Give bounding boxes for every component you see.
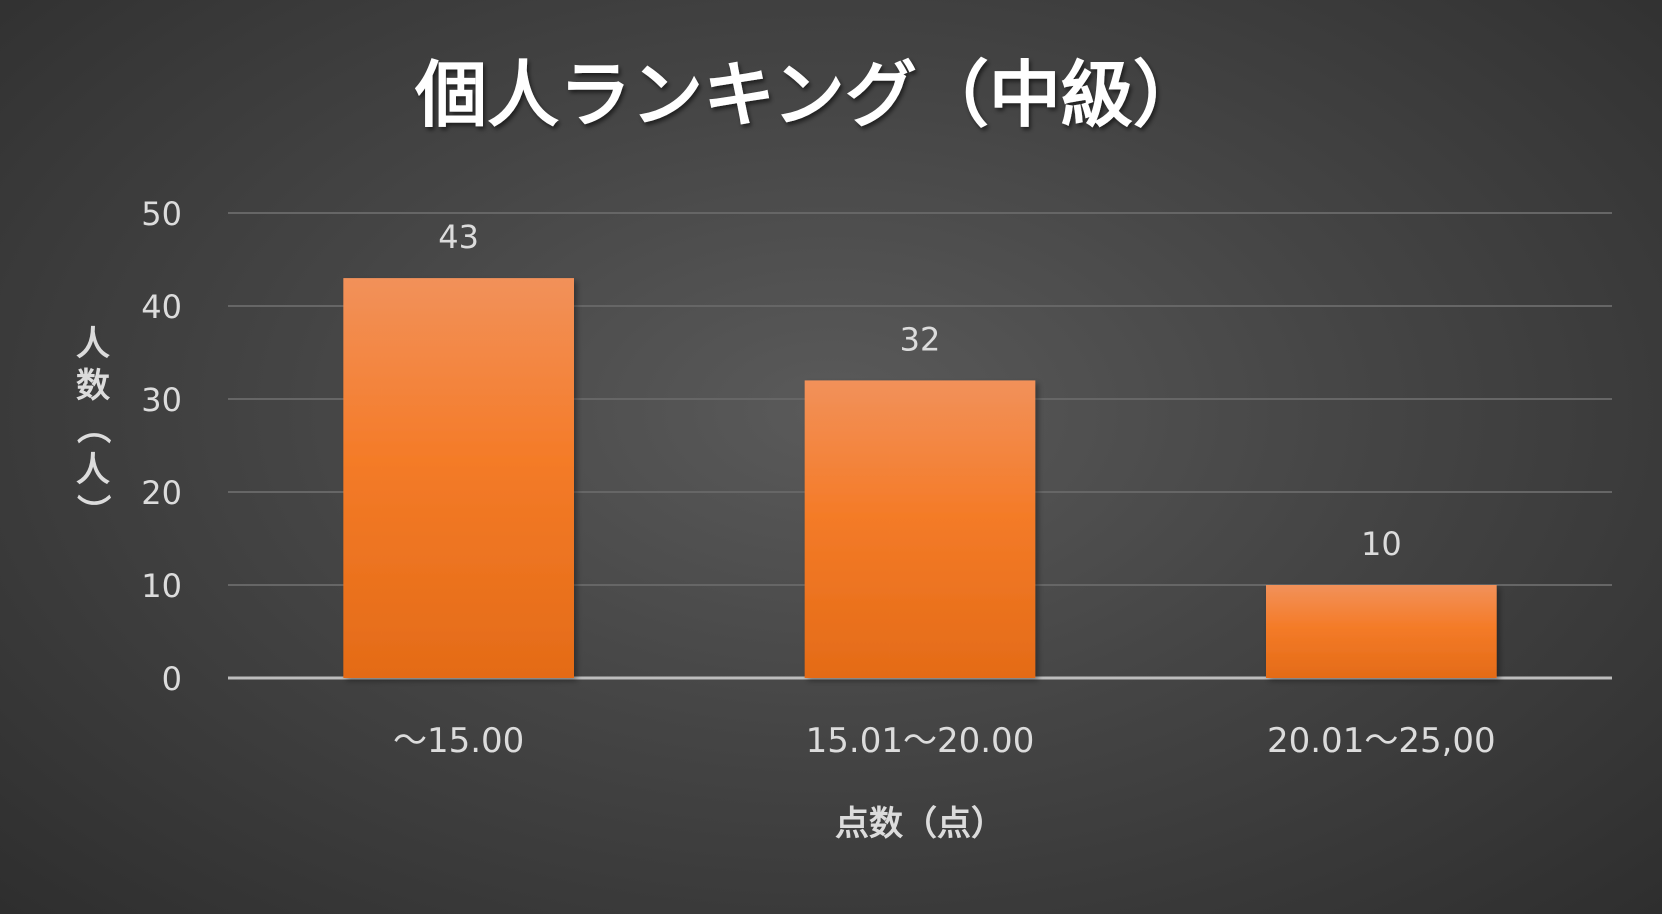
y-tick-label: 10: [141, 567, 182, 605]
y-axis-title-char: 人: [76, 450, 110, 490]
y-tick-label: 0: [162, 660, 182, 698]
y-axis-title-char: 数: [76, 366, 110, 406]
y-axis-title-char: 人: [76, 324, 110, 364]
x-category-label: 20.01～25,00: [1267, 721, 1496, 761]
bars: [343, 278, 1497, 678]
bar: [804, 380, 1036, 678]
x-axis-title: 点数（点）: [835, 804, 1005, 844]
data-label: 43: [438, 218, 479, 256]
y-tick-label: 20: [141, 474, 182, 512]
y-tick-label: 50: [141, 195, 182, 233]
data-label: 32: [900, 320, 941, 358]
bar: [343, 278, 574, 678]
y-tick-label: 30: [141, 381, 182, 419]
x-category-label: 15.01～20.00: [806, 721, 1035, 761]
x-axis-categories: ～15.00 15.01～20.00 20.01～25,00: [393, 721, 1496, 761]
y-axis-title-char: ）: [72, 494, 112, 528]
x-category-label: ～15.00: [393, 721, 524, 761]
bar: [1266, 585, 1497, 678]
y-axis-ticks: 0 10 20 30 40 50: [141, 195, 182, 698]
chart-title: 個人ランキング（中級）: [414, 53, 1205, 137]
data-label: 10: [1361, 525, 1402, 563]
y-axis-title-char: （: [72, 410, 112, 444]
data-labels: 43 32 10: [438, 218, 1401, 563]
y-tick-label: 40: [141, 288, 182, 326]
y-axis-title: 人数（人）: [72, 324, 112, 528]
